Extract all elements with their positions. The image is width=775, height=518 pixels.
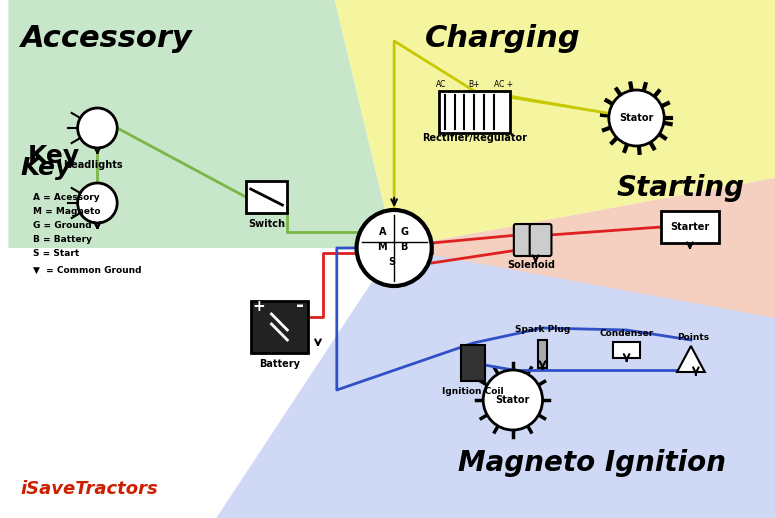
Text: Charging: Charging xyxy=(425,23,580,52)
FancyBboxPatch shape xyxy=(514,224,536,256)
Text: Starter: Starter xyxy=(670,222,710,232)
Text: Ignition Coil: Ignition Coil xyxy=(443,387,504,396)
Text: iSaveTractors: iSaveTractors xyxy=(20,480,158,498)
Circle shape xyxy=(78,108,117,148)
Polygon shape xyxy=(677,346,704,372)
Polygon shape xyxy=(9,248,394,518)
Bar xyxy=(461,345,485,381)
Text: A = Acessory: A = Acessory xyxy=(33,193,100,202)
Text: Solenoid: Solenoid xyxy=(508,260,556,270)
Text: Switch: Switch xyxy=(248,219,285,229)
Polygon shape xyxy=(335,0,775,248)
Bar xyxy=(538,340,547,368)
Text: B+: B+ xyxy=(469,80,480,89)
Text: Condenser: Condenser xyxy=(600,329,654,338)
Circle shape xyxy=(483,370,542,430)
Text: Key: Key xyxy=(28,144,81,168)
Text: Accessory: Accessory xyxy=(22,23,193,52)
Text: Starting: Starting xyxy=(617,174,745,202)
Text: Stator: Stator xyxy=(496,395,530,405)
Bar xyxy=(246,181,288,213)
Text: S: S xyxy=(388,257,396,267)
Circle shape xyxy=(356,210,432,286)
Text: +: + xyxy=(253,299,265,314)
Text: S = Start: S = Start xyxy=(33,249,79,258)
Text: Battery: Battery xyxy=(259,359,300,369)
FancyBboxPatch shape xyxy=(529,224,552,256)
Text: A: A xyxy=(378,227,386,237)
Polygon shape xyxy=(394,178,775,318)
Polygon shape xyxy=(9,0,394,248)
Bar xyxy=(439,91,510,133)
Text: B: B xyxy=(401,242,408,252)
Circle shape xyxy=(609,90,664,146)
Text: Headlights: Headlights xyxy=(63,160,122,170)
Text: M = Magneto: M = Magneto xyxy=(33,207,101,216)
Bar xyxy=(251,301,308,353)
Circle shape xyxy=(78,183,117,223)
Text: B = Battery: B = Battery xyxy=(33,235,92,244)
Text: ▼  = Common Ground: ▼ = Common Ground xyxy=(33,266,142,275)
Text: G = Ground: G = Ground xyxy=(33,221,91,230)
Polygon shape xyxy=(216,248,775,518)
Bar xyxy=(613,342,640,358)
Text: G: G xyxy=(400,227,408,237)
Text: Stator: Stator xyxy=(619,113,653,123)
Text: Spark Plug: Spark Plug xyxy=(515,325,570,334)
Text: Magneto Ignition: Magneto Ignition xyxy=(458,449,726,477)
Text: Key: Key xyxy=(20,156,71,180)
Text: M: M xyxy=(377,242,387,252)
Text: -: - xyxy=(296,296,304,315)
Text: AC: AC xyxy=(436,80,446,89)
Text: Rectifier/Regulator: Rectifier/Regulator xyxy=(422,133,527,143)
Bar xyxy=(661,211,718,243)
Text: AC +: AC + xyxy=(494,80,514,89)
Text: Points: Points xyxy=(677,333,709,342)
